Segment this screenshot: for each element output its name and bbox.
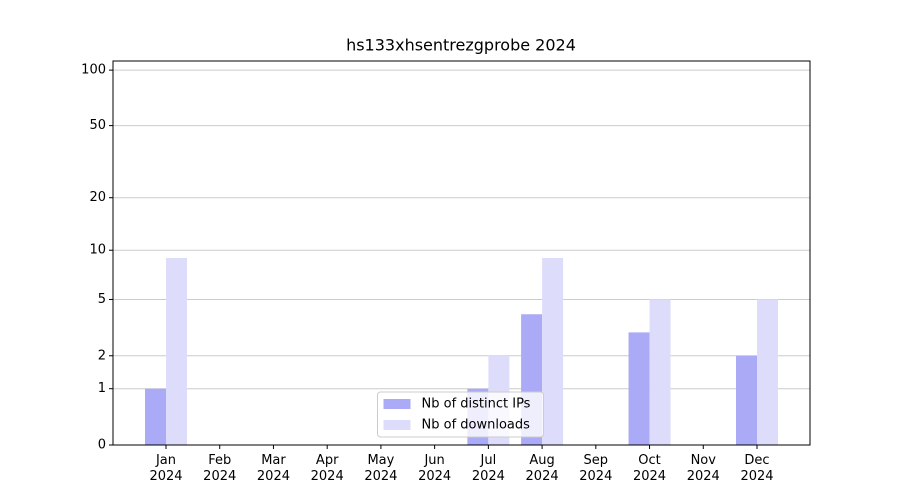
bar xyxy=(757,299,778,445)
x-tick-label: Jun 2024 xyxy=(418,453,452,484)
bar xyxy=(145,388,166,445)
y-tick-label: 50 xyxy=(89,118,106,133)
bar xyxy=(542,257,564,445)
x-tick-label: May 2024 xyxy=(364,453,398,484)
x-tick-label: Jul 2024 xyxy=(471,453,505,484)
x-tick-label: Dec 2024 xyxy=(740,453,774,484)
x-tick-label: Jan 2024 xyxy=(149,453,183,484)
y-tick-label: 1 xyxy=(98,381,106,396)
x-tick-label: Nov 2024 xyxy=(686,453,720,484)
bar xyxy=(649,299,671,445)
legend-swatch xyxy=(383,420,411,430)
x-tick-label: Aug 2024 xyxy=(525,453,559,484)
y-tick-label: 20 xyxy=(89,190,106,205)
y-tick-label: 5 xyxy=(98,292,106,307)
x-tick-label: Apr 2024 xyxy=(310,453,344,484)
x-tick-label: Sep 2024 xyxy=(579,453,613,484)
bar xyxy=(736,355,757,445)
y-tick-label: 100 xyxy=(81,63,106,78)
legend-swatch xyxy=(383,399,411,409)
x-tick-label: Mar 2024 xyxy=(256,453,290,484)
legend-label: Nb of distinct IPs xyxy=(422,397,531,412)
bar xyxy=(166,257,187,445)
legend-label: Nb of downloads xyxy=(422,418,531,433)
y-tick-label: 2 xyxy=(98,348,106,363)
y-tick-label: 10 xyxy=(89,243,106,258)
chart-title: hs133xhsentrezgprobe 2024 xyxy=(346,36,576,55)
y-tick-label: 0 xyxy=(98,438,106,453)
bar xyxy=(628,332,650,445)
x-tick-label: Feb 2024 xyxy=(203,453,237,484)
plot-frame xyxy=(112,60,811,446)
x-tick-label: Oct 2024 xyxy=(632,453,667,484)
legend-box xyxy=(377,391,544,438)
